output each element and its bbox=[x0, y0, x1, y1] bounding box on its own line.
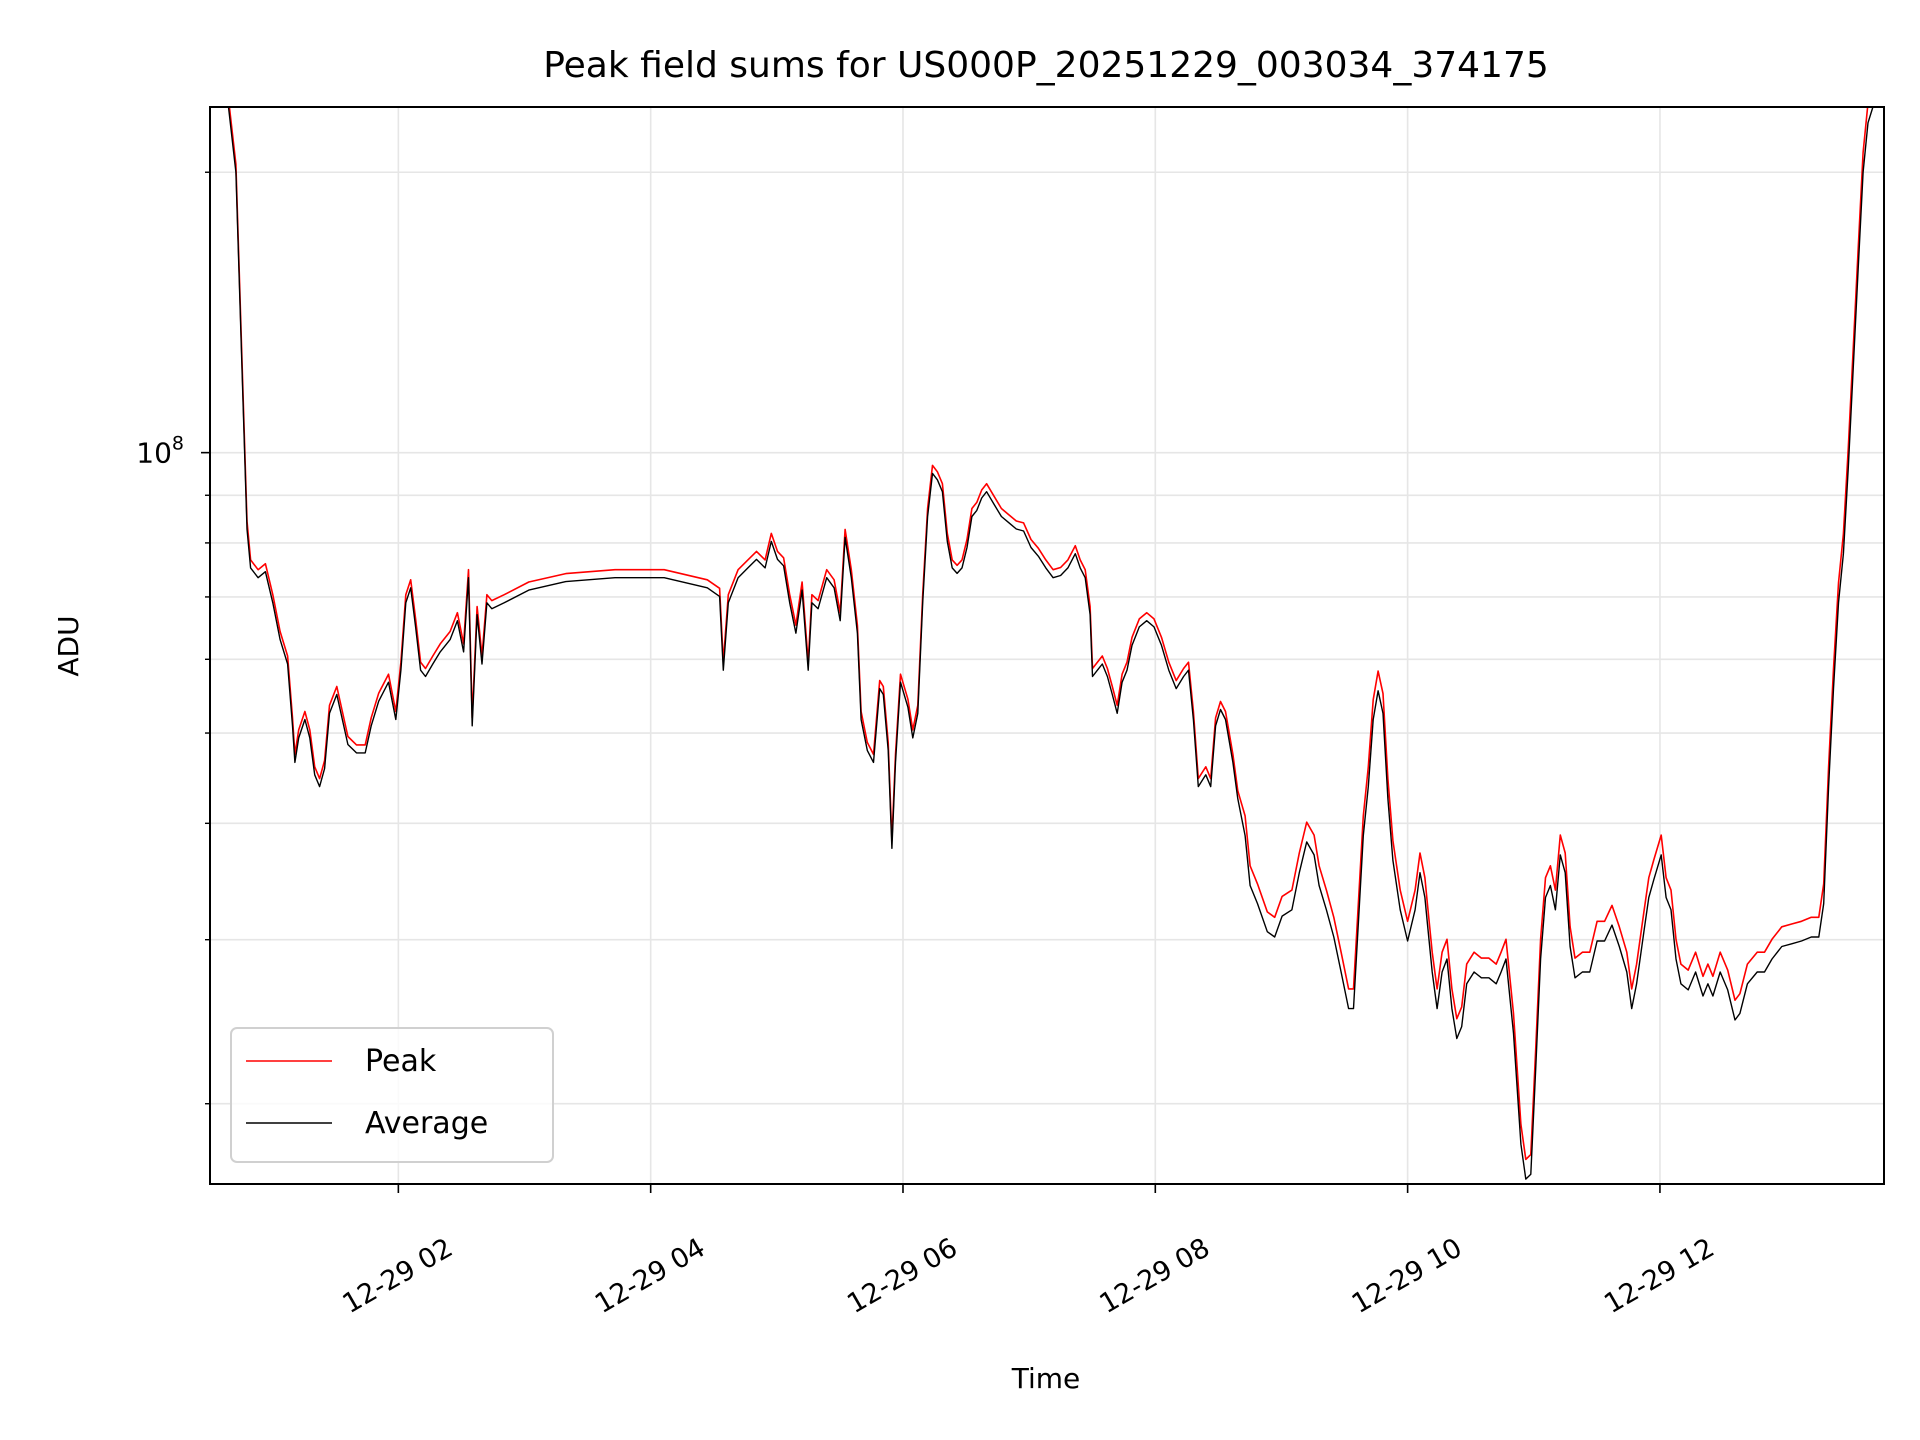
x-axis-label: Time bbox=[1011, 1362, 1081, 1395]
chart-title: Peak field sums for US000P_20251229_0030… bbox=[543, 45, 1549, 86]
axes-frame bbox=[209, 106, 1885, 1185]
legend: Peak Average bbox=[230, 1027, 554, 1163]
legend-label-average: Average bbox=[365, 1106, 488, 1141]
y-tick-label-exponent: 8 bbox=[172, 433, 184, 455]
y-axis-label: ADU bbox=[52, 615, 85, 676]
series-line-average bbox=[210, 107, 1884, 1180]
legend-label-peak: Peak bbox=[365, 1044, 437, 1079]
series-layer bbox=[210, 107, 1884, 1180]
